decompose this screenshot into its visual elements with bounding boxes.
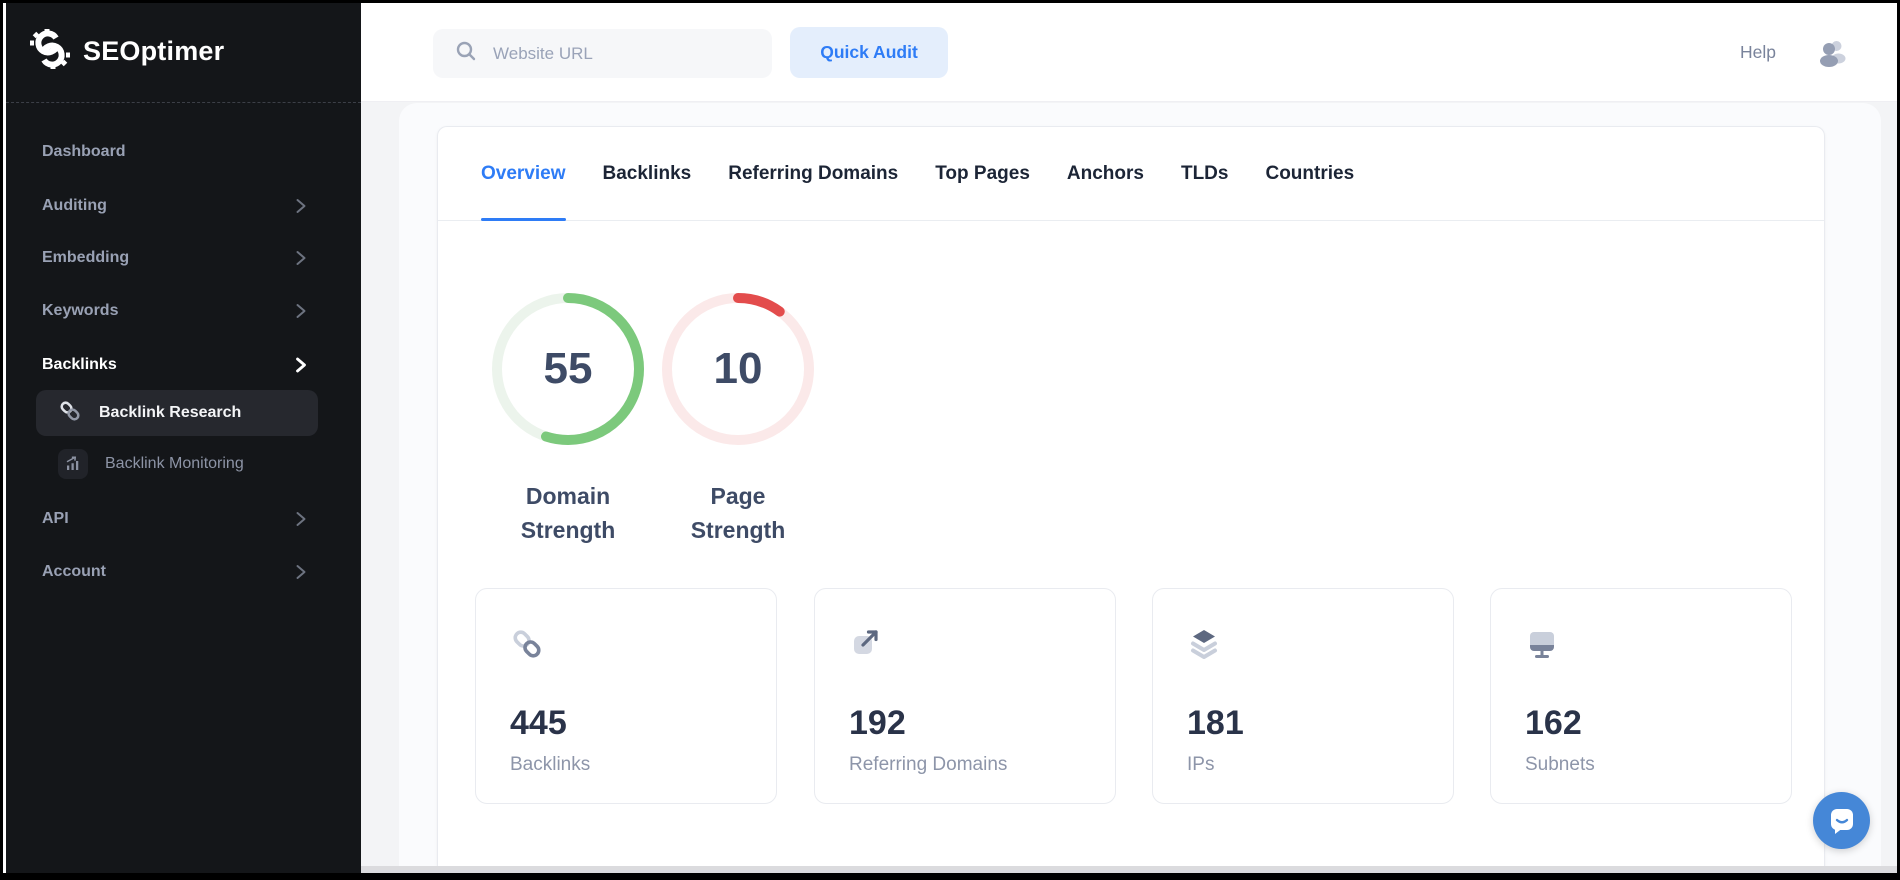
tab-referring-domains[interactable]: Referring Domains (728, 162, 899, 184)
left-gutter (3, 3, 6, 873)
chevron-right-icon (295, 564, 307, 580)
domain-strength-label: Domain Strength (520, 483, 616, 543)
stat-card-referring-domains: 192 Referring Domains (814, 588, 1116, 804)
tab-top-pages[interactable]: Top Pages (935, 162, 1030, 184)
tab-backlinks[interactable]: Backlinks (602, 162, 692, 184)
sidebar-item-backlinks[interactable]: Backlinks (18, 343, 349, 387)
sidebar-item-keywords[interactable]: Keywords (18, 289, 349, 333)
brand-logo[interactable]: SEOptimer (30, 29, 224, 74)
backlink-overview-card: Overview Backlinks Referring Domains Top… (437, 126, 1825, 873)
sidebar: SEOptimer Dashboard Auditing Embedding K… (6, 3, 361, 873)
main-content: Overview Backlinks Referring Domains Top… (361, 102, 1897, 873)
stat-value: 162 (1525, 704, 1582, 742)
sidebar-subitem-label: Backlink Monitoring (105, 455, 244, 472)
sidebar-item-api[interactable]: API (18, 497, 349, 541)
sidebar-subitem-label: Backlink Research (99, 404, 242, 421)
stat-card-backlinks: 445 Backlinks (475, 588, 777, 804)
stat-label: IPs (1187, 754, 1215, 775)
sidebar-divider (6, 102, 361, 103)
tab-anchors[interactable]: Anchors (1066, 162, 1144, 184)
sidebar-item-label: API (42, 510, 69, 527)
page-strength-label: Page Strength (690, 483, 786, 543)
chevron-right-icon (295, 303, 307, 319)
brand-name: SEOptimer (83, 36, 225, 66)
top-bar: Quick Audit Help (361, 3, 1897, 102)
sidebar-item-embedding[interactable]: Embedding (18, 236, 349, 280)
chevron-right-icon (295, 511, 307, 527)
external-link-icon (849, 630, 883, 665)
website-url-search[interactable] (433, 29, 772, 78)
users-icon[interactable] (1816, 36, 1848, 68)
chevron-right-icon (295, 357, 307, 373)
stat-label: Referring Domains (849, 754, 1008, 775)
tab-bar: Overview Backlinks Referring Domains Top… (438, 127, 1824, 221)
chevron-right-icon (295, 250, 307, 266)
sidebar-item-dashboard[interactable]: Dashboard (18, 130, 349, 174)
link-icon (58, 399, 82, 428)
chat-bubble-icon (1826, 805, 1858, 837)
stat-card-ips: 181 IPs (1152, 588, 1454, 804)
tab-tlds[interactable]: TLDs (1180, 162, 1229, 184)
sidebar-item-backlink-monitoring[interactable]: Backlink Monitoring (36, 441, 318, 487)
search-input[interactable] (491, 42, 745, 65)
tab-overview[interactable]: Overview (481, 127, 566, 221)
help-link[interactable]: Help (1740, 41, 1776, 62)
stat-card-subnets: 162 Subnets (1490, 588, 1792, 804)
layers-icon (1187, 630, 1221, 665)
sidebar-item-label: Keywords (42, 302, 119, 319)
stat-value: 181 (1187, 704, 1244, 742)
stat-label: Backlinks (510, 754, 591, 775)
page-strength-gauge: 10 (658, 289, 818, 449)
monitor-icon (1525, 632, 1559, 665)
chat-bubble-button[interactable] (1813, 792, 1870, 849)
search-icon (455, 40, 477, 67)
sidebar-item-label: Auditing (42, 197, 107, 214)
sidebar-item-backlink-research[interactable]: Backlink Research (36, 390, 318, 436)
sidebar-item-label: Backlinks (42, 356, 117, 373)
sidebar-item-label: Account (42, 563, 106, 580)
sidebar-item-label: Embedding (42, 249, 130, 266)
quick-audit-button[interactable]: Quick Audit (790, 27, 948, 78)
bar-chart-icon (58, 449, 88, 479)
stat-value: 445 (510, 704, 567, 742)
chevron-right-icon (295, 198, 307, 214)
stat-label: Subnets (1525, 754, 1595, 775)
page-strength-value: 10 (713, 344, 763, 393)
stat-value: 192 (849, 704, 906, 742)
tab-countries[interactable]: Countries (1265, 162, 1355, 184)
domain-strength-gauge: 55 (488, 289, 648, 449)
horizontal-scrollbar[interactable] (361, 866, 1897, 873)
link-icon (510, 630, 544, 665)
gear-logo-icon (30, 29, 70, 74)
domain-strength-value: 55 (543, 344, 593, 393)
sidebar-item-account[interactable]: Account (18, 550, 349, 594)
sidebar-item-label: Dashboard (42, 143, 126, 160)
sidebar-item-auditing[interactable]: Auditing (18, 184, 349, 228)
